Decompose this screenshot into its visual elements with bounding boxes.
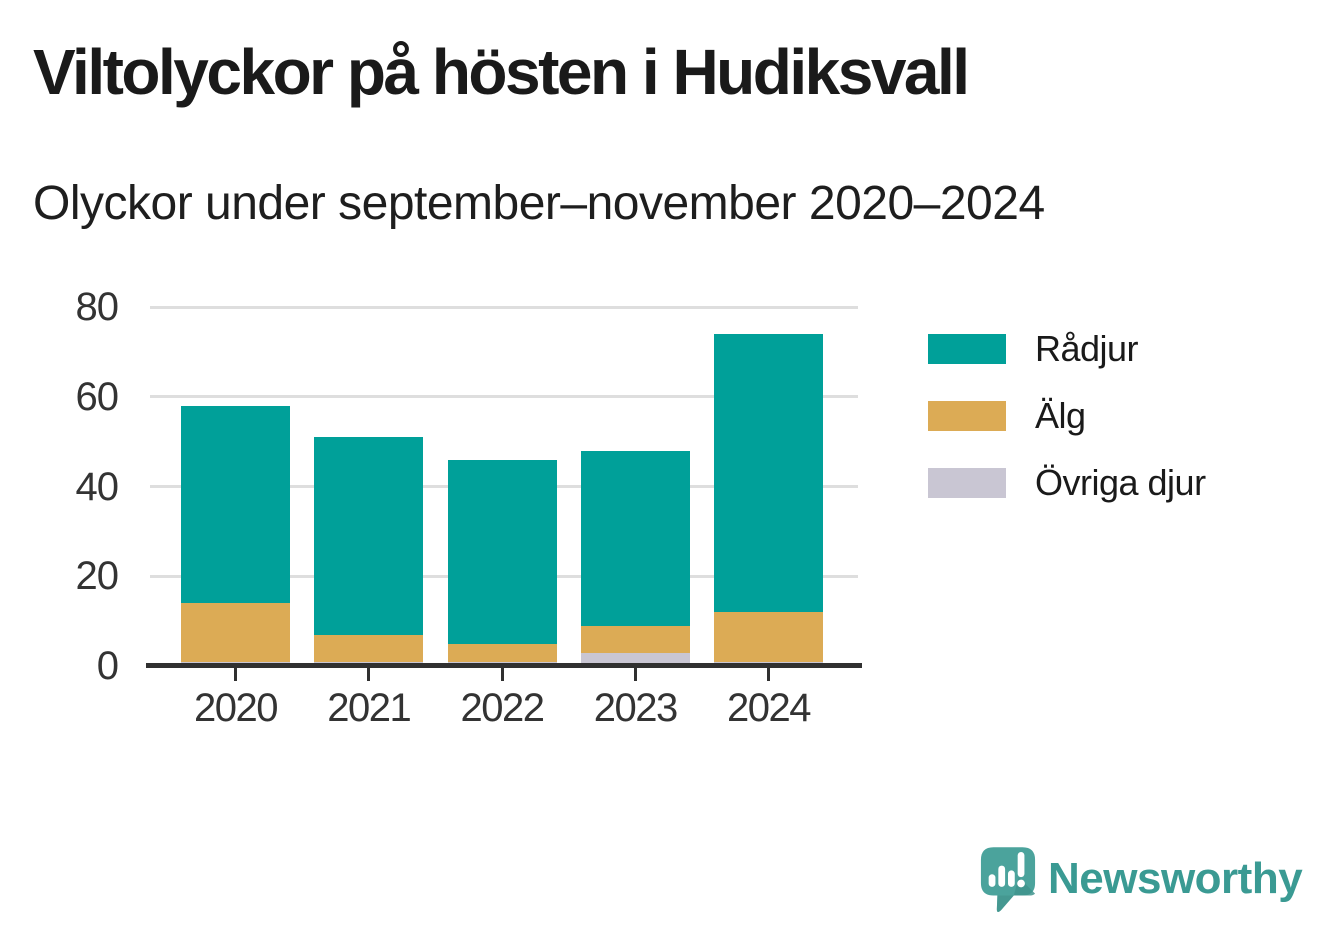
legend-label-radjur: Rådjur (1035, 328, 1139, 369)
y-axis-labels: 0 20 40 60 80 (0, 287, 120, 686)
x-tick-2023 (633, 668, 637, 681)
x-tick-2024 (767, 668, 770, 681)
x-tick-label-2021: 2021 (327, 686, 411, 730)
bar-2020-alg (181, 603, 290, 662)
newsworthy-logo-icon (980, 847, 1036, 913)
chart-subtitle: Olyckor under september–november 2020–20… (33, 177, 1045, 230)
legend-label-alg: Älg (1035, 395, 1086, 436)
bar-2023-ovriga-djur (580, 652, 690, 666)
bar-2021-alg (314, 634, 424, 662)
y-tick-label-0: 0 (96, 644, 119, 688)
x-tick-2021 (367, 668, 371, 681)
bar-2023-radjur (580, 450, 690, 626)
y-tick-label-40: 40 (75, 464, 119, 509)
legend-item-alg: Älg (928, 398, 1206, 434)
x-tick-2022 (500, 668, 504, 681)
x-tick-label-2023: 2023 (593, 686, 678, 730)
legend-label-ovriga-djur: Övriga djur (1035, 462, 1206, 503)
brand-footer: Newsworthy (979, 845, 1303, 919)
bar-2024-alg (714, 612, 823, 662)
gridline-60 (150, 395, 858, 399)
chart-title: Viltolyckor på hösten i Hudiksvall (33, 36, 970, 108)
y-tick-label-80: 80 (75, 285, 119, 329)
bar-2022-alg (447, 643, 557, 662)
bar-2022-radjur (447, 459, 557, 644)
x-tick-label-2024: 2024 (727, 686, 811, 730)
legend-item-radjur: Rådjur (928, 331, 1206, 367)
bar-2023-alg (580, 625, 690, 653)
gridline-80 (150, 305, 858, 309)
y-tick-label-60: 60 (75, 374, 119, 419)
legend: Rådjur Älg Övriga djur (928, 331, 1206, 532)
bar-2024-radjur (714, 333, 823, 613)
x-tick-label-2020: 2020 (194, 686, 278, 730)
y-tick-label-20: 20 (75, 554, 119, 599)
legend-swatch-alg (928, 401, 1006, 431)
x-tick-label-2022: 2022 (460, 686, 545, 730)
legend-swatch-radjur (928, 334, 1006, 364)
bar-2020-radjur (181, 405, 290, 604)
x-axis-line (146, 663, 862, 668)
plot-area (146, 305, 862, 681)
x-axis-labels: 2020 2021 2022 2023 2024 (148, 688, 860, 732)
bar-2021-radjur (314, 437, 424, 635)
legend-item-ovriga-djur: Övriga djur (928, 465, 1206, 501)
brand-name: Newsworthy (1048, 854, 1303, 903)
x-tick-2020 (234, 668, 237, 681)
legend-swatch-ovriga-djur (928, 468, 1006, 498)
